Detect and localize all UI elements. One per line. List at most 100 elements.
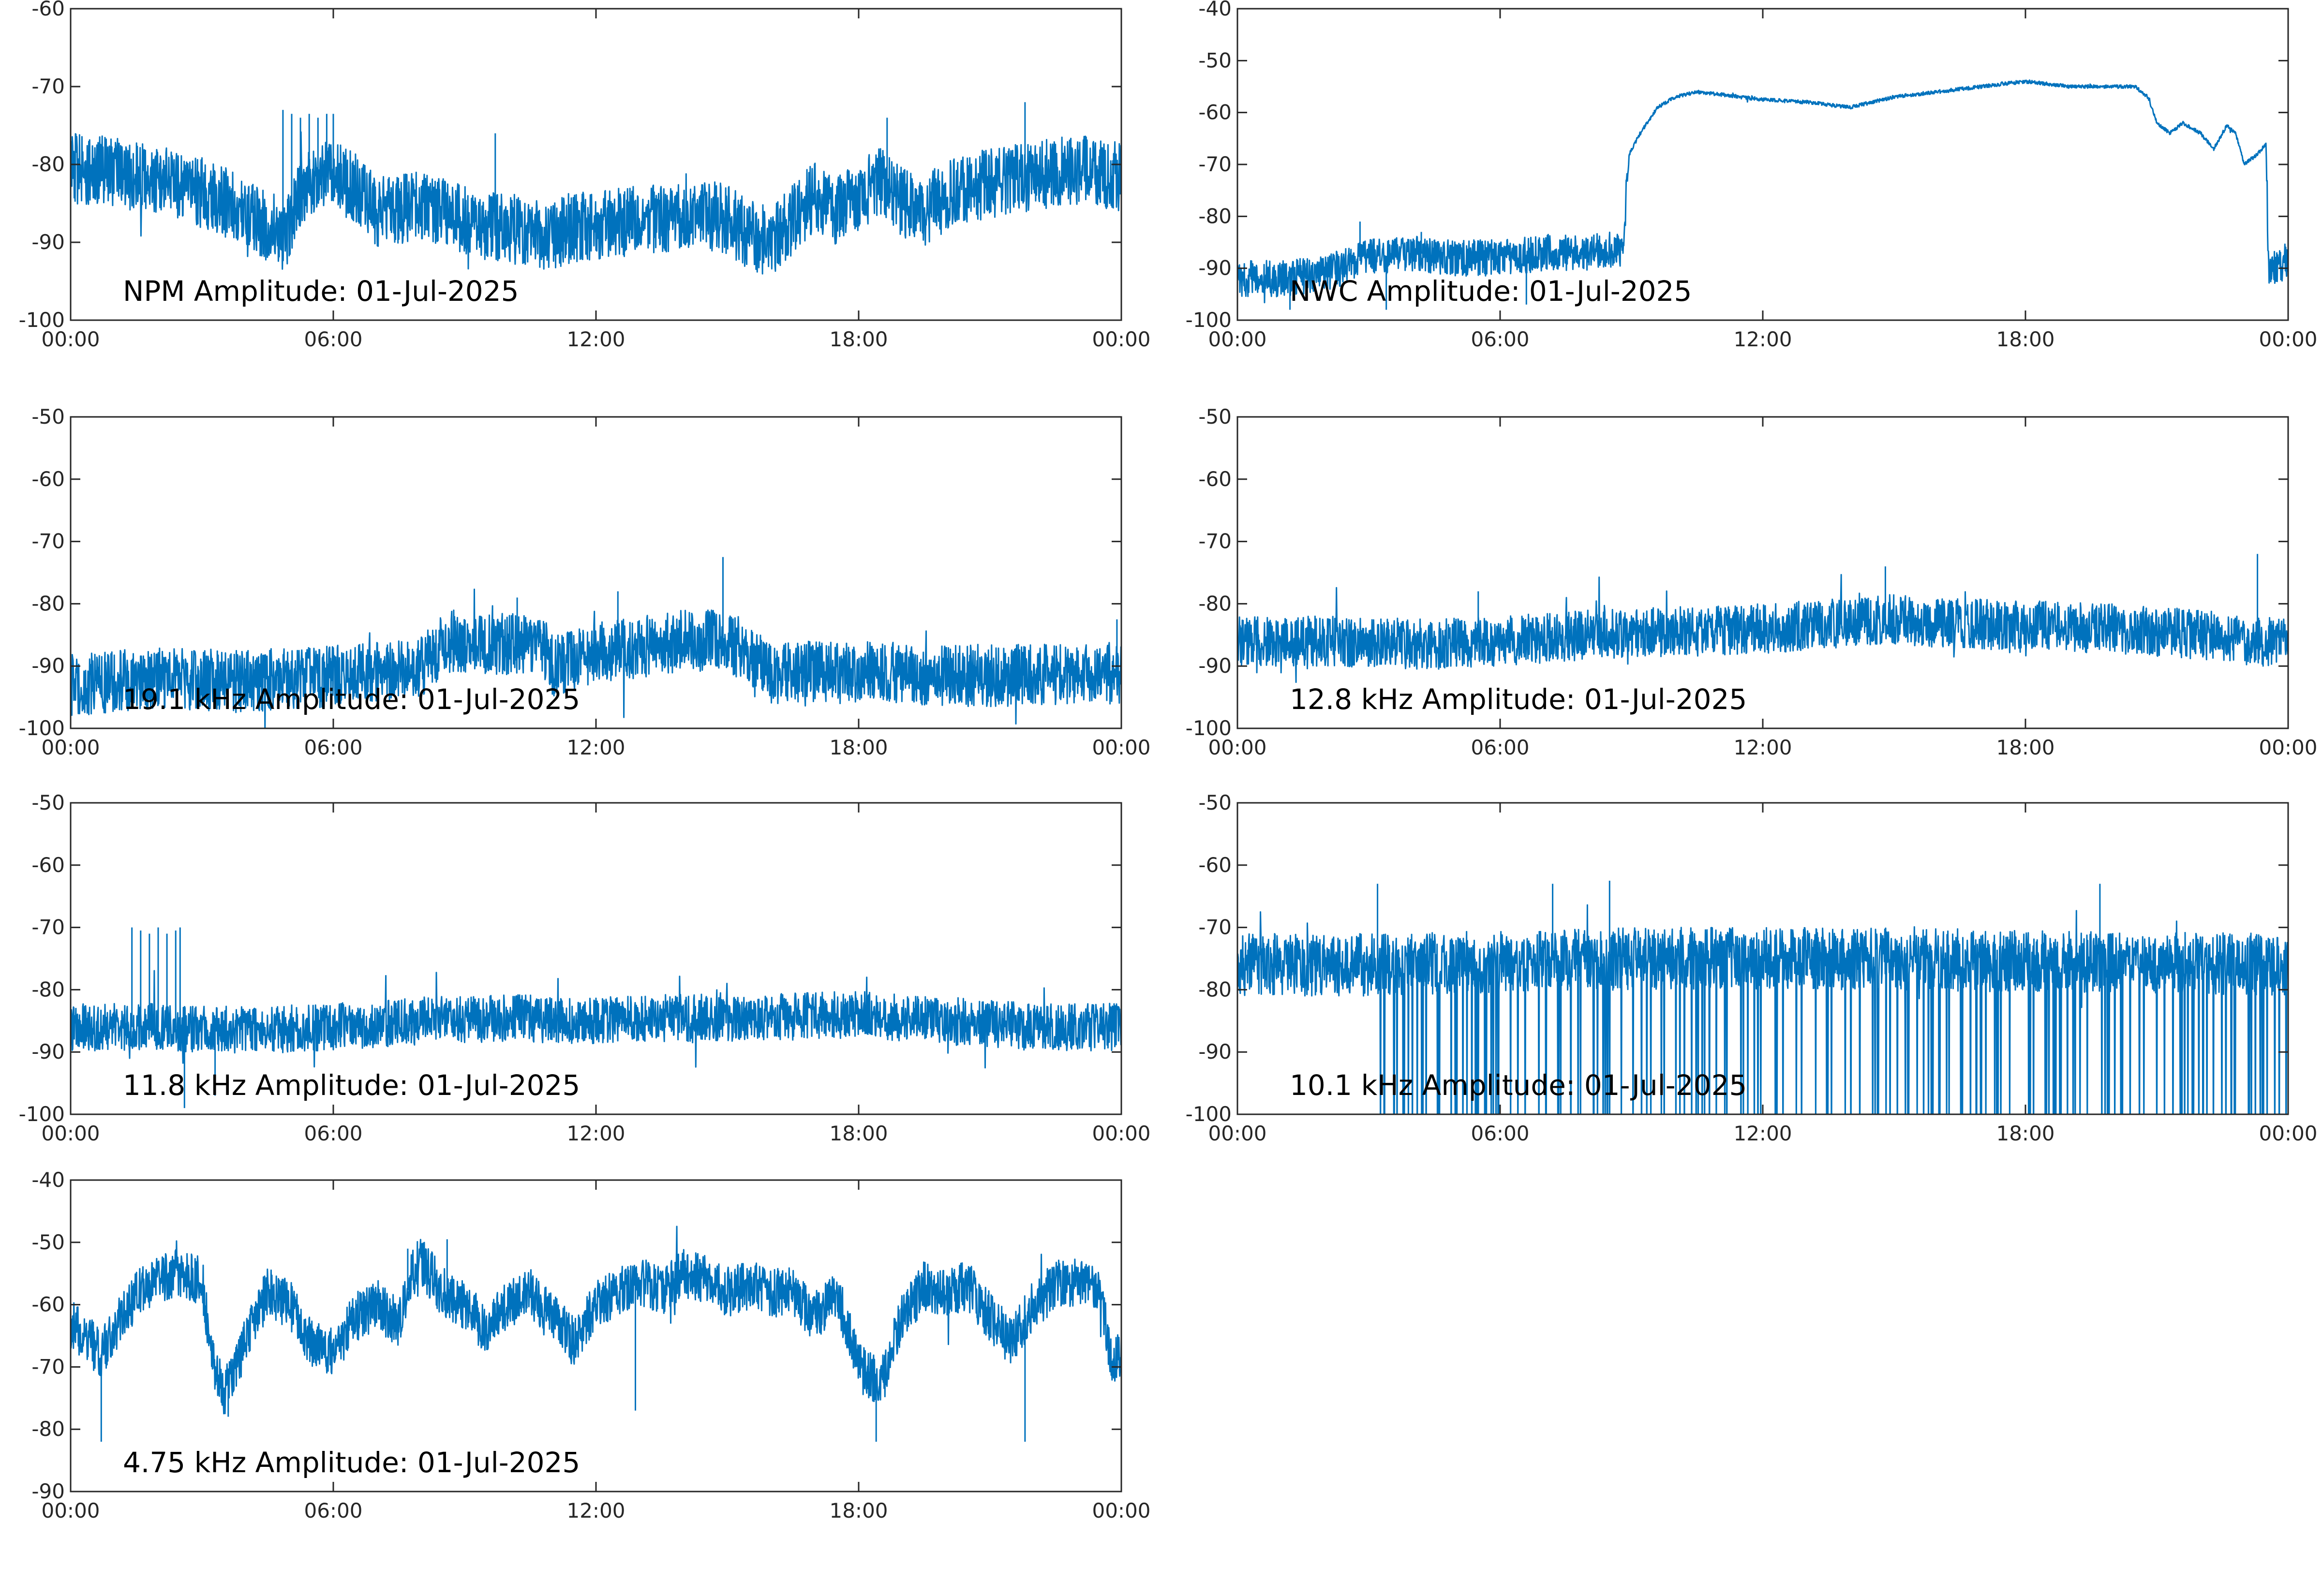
x-tick-label: 12:00 bbox=[1733, 327, 1792, 351]
y-tick-label: -60 bbox=[1198, 467, 1232, 491]
y-tick-label: -50 bbox=[1198, 791, 1232, 814]
x-tick-label: 00:00 bbox=[1208, 327, 1266, 351]
x-tick-label: 18:00 bbox=[829, 327, 888, 351]
x-tick-label: 06:00 bbox=[1471, 1122, 1529, 1145]
y-tick-label: -100 bbox=[19, 308, 65, 332]
y-tick-label: -60 bbox=[31, 1293, 65, 1316]
y-tick-label: -40 bbox=[1198, 0, 1232, 20]
y-tick-label: -60 bbox=[31, 467, 65, 491]
x-tick-label: 18:00 bbox=[1996, 736, 2054, 759]
y-tick-label: -70 bbox=[1198, 916, 1232, 939]
trace-line bbox=[71, 102, 1121, 275]
x-tick-label: 00:00 bbox=[2259, 327, 2317, 351]
y-tick-label: -80 bbox=[1198, 977, 1232, 1001]
trace-line bbox=[1237, 554, 2288, 683]
x-tick-label: 00:00 bbox=[2259, 1122, 2317, 1145]
x-tick-label: 06:00 bbox=[304, 1122, 362, 1145]
y-tick-label: -70 bbox=[31, 1355, 65, 1378]
y-tick-label: -80 bbox=[31, 152, 65, 176]
x-tick-label: 12:00 bbox=[566, 1499, 625, 1522]
x-tick-label: 12:00 bbox=[566, 1122, 625, 1145]
axes-frame bbox=[1236, 416, 2289, 729]
x-tick-label: 00:00 bbox=[41, 736, 100, 759]
x-tick-label: 06:00 bbox=[304, 736, 362, 759]
x-tick-label: 00:00 bbox=[1092, 327, 1150, 351]
x-tick-label: 18:00 bbox=[829, 736, 888, 759]
x-tick-label: 12:00 bbox=[1733, 1122, 1792, 1145]
y-tick-label: -50 bbox=[1198, 48, 1232, 72]
trace-line bbox=[71, 557, 1121, 728]
y-tick-label: -60 bbox=[1198, 101, 1232, 124]
y-tick-label: -90 bbox=[31, 230, 65, 254]
x-tick-label: 06:00 bbox=[1471, 327, 1529, 351]
y-tick-label: -90 bbox=[31, 1040, 65, 1064]
x-tick-label: 00:00 bbox=[1092, 736, 1150, 759]
y-tick-label: -50 bbox=[31, 791, 65, 814]
axes-frame bbox=[70, 1179, 1122, 1493]
y-tick-label: -90 bbox=[31, 654, 65, 678]
y-tick-label: -80 bbox=[1198, 204, 1232, 228]
y-tick-label: -90 bbox=[1198, 1040, 1232, 1064]
x-tick-label: 12:00 bbox=[1733, 736, 1792, 759]
x-tick-label: 18:00 bbox=[829, 1499, 888, 1522]
y-tick-label: -90 bbox=[1198, 256, 1232, 280]
x-tick-label: 18:00 bbox=[1996, 1122, 2054, 1145]
x-tick-label: 06:00 bbox=[1471, 736, 1529, 759]
y-tick-label: -90 bbox=[31, 1479, 65, 1503]
panel-label: 4.75 kHz Amplitude: 01-Jul-2025 bbox=[123, 1446, 580, 1479]
panel-label: 19.1 kHz Amplitude: 01-Jul-2025 bbox=[123, 683, 580, 716]
panel-label: NWC Amplitude: 01-Jul-2025 bbox=[1290, 275, 1692, 308]
x-tick-label: 00:00 bbox=[41, 327, 100, 351]
y-tick-label: -40 bbox=[31, 1168, 65, 1192]
axes-frame bbox=[1236, 8, 2289, 321]
x-tick-label: 00:00 bbox=[1092, 1122, 1150, 1145]
y-tick-label: -50 bbox=[31, 405, 65, 429]
x-tick-label: 18:00 bbox=[1996, 327, 2054, 351]
x-tick-label: 00:00 bbox=[1092, 1499, 1150, 1522]
y-tick-label: -80 bbox=[1198, 591, 1232, 615]
x-tick-label: 00:00 bbox=[41, 1122, 100, 1145]
y-tick-label: -70 bbox=[31, 530, 65, 553]
x-tick-label: 12:00 bbox=[566, 736, 625, 759]
x-tick-label: 00:00 bbox=[2259, 736, 2317, 759]
trace-line bbox=[1237, 881, 2288, 1114]
y-tick-label: -60 bbox=[1198, 853, 1232, 877]
y-tick-label: -100 bbox=[19, 716, 65, 740]
y-tick-label: -70 bbox=[31, 916, 65, 939]
panel-label: NPM Amplitude: 01-Jul-2025 bbox=[123, 275, 519, 308]
y-tick-label: -50 bbox=[1198, 405, 1232, 429]
y-tick-label: -70 bbox=[1198, 530, 1232, 553]
trace-line bbox=[1237, 79, 2288, 310]
x-tick-label: 06:00 bbox=[304, 1499, 362, 1522]
y-tick-label: -80 bbox=[31, 591, 65, 615]
trace-line bbox=[71, 927, 1121, 1108]
x-tick-label: 12:00 bbox=[566, 327, 625, 351]
y-tick-label: -60 bbox=[31, 853, 65, 877]
x-tick-label: 00:00 bbox=[41, 1499, 100, 1522]
y-tick-label: -80 bbox=[31, 1417, 65, 1441]
y-tick-label: -100 bbox=[1186, 716, 1232, 740]
y-tick-label: -100 bbox=[1186, 308, 1232, 332]
x-tick-label: 18:00 bbox=[829, 1122, 888, 1145]
x-tick-label: 06:00 bbox=[304, 327, 362, 351]
y-tick-label: -100 bbox=[19, 1102, 65, 1126]
x-tick-label: 00:00 bbox=[1208, 736, 1266, 759]
y-tick-label: -80 bbox=[31, 977, 65, 1001]
axes-frame bbox=[70, 802, 1122, 1115]
y-tick-label: -70 bbox=[31, 74, 65, 98]
panel-label: 11.8 kHz Amplitude: 01-Jul-2025 bbox=[123, 1069, 580, 1102]
panel-label: 10.1 kHz Amplitude: 01-Jul-2025 bbox=[1290, 1069, 1747, 1102]
trace-line bbox=[71, 1226, 1121, 1442]
panel-label: 12.8 kHz Amplitude: 01-Jul-2025 bbox=[1290, 683, 1747, 716]
y-tick-label: -50 bbox=[31, 1230, 65, 1254]
y-tick-label: -60 bbox=[31, 0, 65, 20]
y-tick-label: -70 bbox=[1198, 152, 1232, 176]
